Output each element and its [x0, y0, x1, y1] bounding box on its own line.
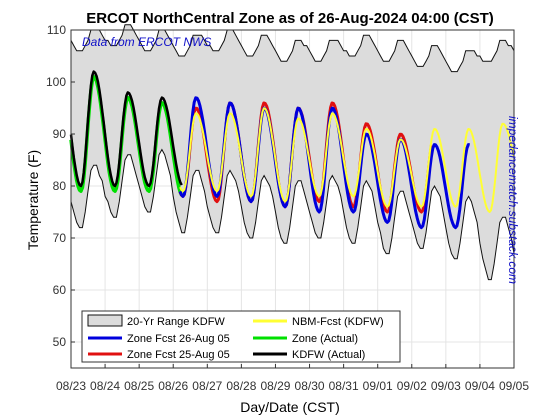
legend-box [81, 310, 401, 363]
y-tick-label: 70 [53, 231, 67, 245]
source-annotation: Data from ERCOT NWS [82, 35, 211, 49]
x-tick-label: 09/02 [397, 379, 427, 393]
legend-label-kdfw-actual-: KDFW (Actual) [292, 349, 365, 361]
x-tick-label: 09/01 [363, 379, 393, 393]
series-line-kdfw-actual- [69, 70, 183, 188]
x-tick-label: 08/28 [226, 379, 256, 393]
x-tick-label: 09/03 [431, 379, 461, 393]
legend-label-zone-fcst-26-aug-05: Zone Fcst 26-Aug 05 [127, 333, 230, 345]
y-axis-label: Temperature (F) [25, 150, 41, 250]
y-tick-label: 100 [46, 75, 66, 89]
legend-swatch-20-yr-range-kdfw [87, 314, 123, 327]
chart-title: ERCOT NorthCentral Zone as of 26-Aug-202… [86, 10, 494, 27]
site-annotation: impedancematch.substack.com [506, 116, 520, 284]
series-line-nbm-fcst-kdfw- [179, 107, 515, 213]
y-tick-label: 50 [53, 335, 67, 349]
x-tick-label: 08/26 [158, 379, 188, 393]
x-tick-label: 08/30 [295, 379, 325, 393]
y-tick-label: 90 [53, 127, 67, 141]
x-tick-label: 08/25 [124, 379, 154, 393]
x-tick-label: 08/24 [90, 379, 120, 393]
x-tick-label: 09/04 [465, 379, 495, 393]
x-tick-label: 09/05 [499, 379, 529, 393]
y-tick-label: 80 [53, 179, 67, 193]
legend-label-nbm-fcst-kdfw-: NBM-Fcst (KDFW) [292, 316, 384, 328]
x-axis-label: Day/Date (CST) [240, 399, 340, 415]
x-tick-label: 08/31 [329, 379, 359, 393]
y-tick-label: 110 [47, 23, 66, 37]
legend: 20-Yr Range KDFW Zone Fcst 26-Aug 05 Zone … [81, 310, 401, 363]
legend-label-zone-fcst-25-aug-05: Zone Fcst 25-Aug 05 [127, 349, 230, 361]
x-tick-label: 08/23 [56, 379, 86, 393]
y-tick-label: 60 [53, 283, 67, 297]
legend-label-20-yr-range-kdfw: 20-Yr Range KDFW [127, 316, 225, 328]
legend-label-zone-actual-: Zone (Actual) [292, 333, 358, 345]
x-tick-label: 08/27 [192, 379, 222, 393]
plot-frame [70, 29, 515, 369]
x-tick-label: 08/29 [260, 379, 290, 393]
